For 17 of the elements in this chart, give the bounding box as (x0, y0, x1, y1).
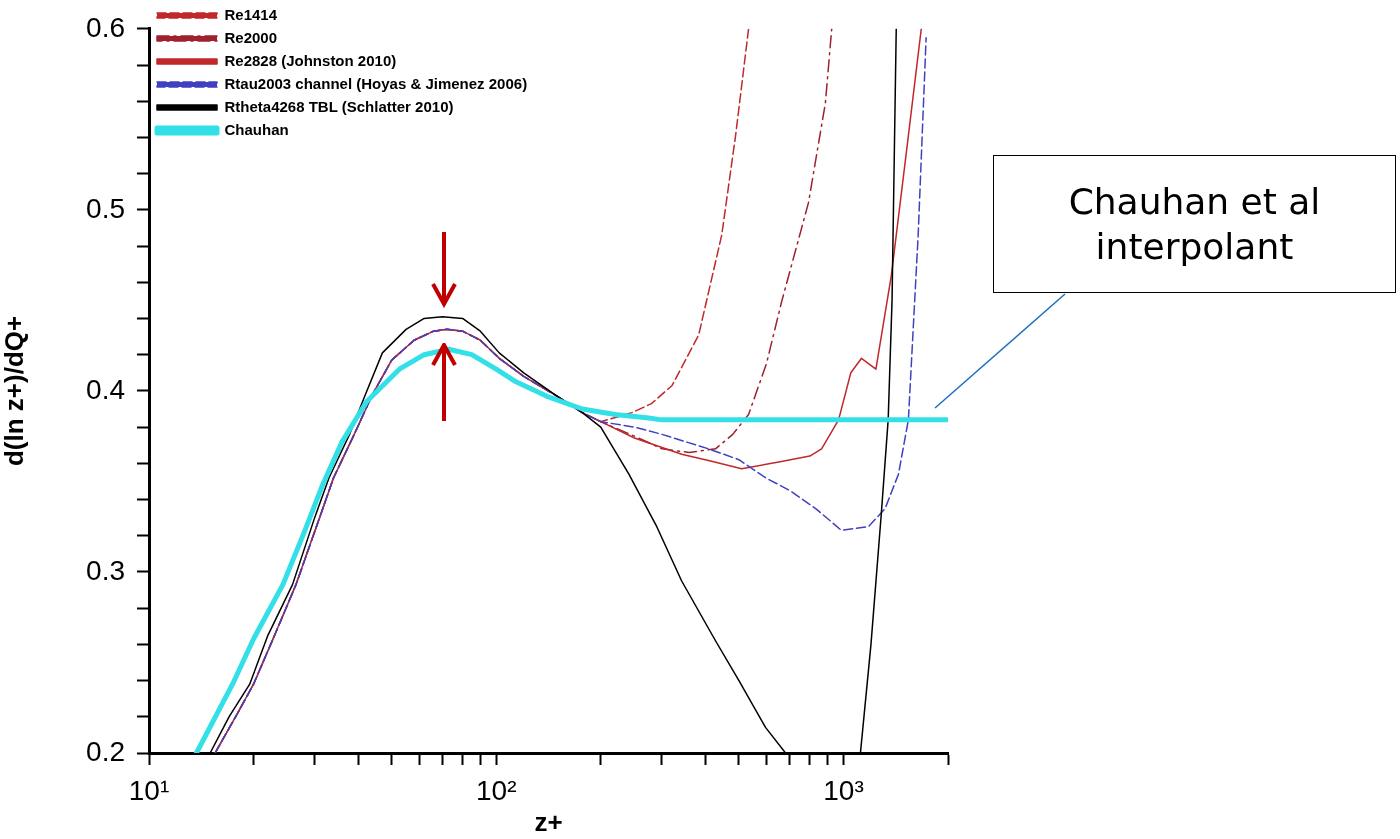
y-axis-title: d(ln z+)/dQ+ (0, 315, 29, 467)
legend-label: Re1414 (224, 5, 278, 23)
text: Chauhan et al interpolant (993, 155, 1396, 293)
y-tick-label: 0.6 (86, 11, 125, 43)
legend-label: Re2000 (224, 28, 278, 46)
y-tick-label: 0.4 (86, 373, 125, 405)
y-tick-label: 0.5 (86, 192, 125, 224)
legend-label: Rtheta4268 TBL (Schlatter 2010) (224, 97, 454, 115)
legend-label: Rtau2003 channel (Hoyas & Jimenez 2006) (224, 74, 528, 92)
x-tick-label: 10³ (823, 774, 864, 806)
x-tick-label: 10² (476, 774, 517, 806)
y-tick-label: 0.3 (86, 554, 125, 586)
x-tick-label: 10¹ (128, 774, 170, 806)
legend-label: Re2828 (Johnston 2010) (224, 51, 397, 69)
legend-label: Chauhan (224, 120, 289, 138)
y-tick-label: 0.2 (86, 735, 125, 767)
x-axis-title: z+ (534, 806, 563, 837)
